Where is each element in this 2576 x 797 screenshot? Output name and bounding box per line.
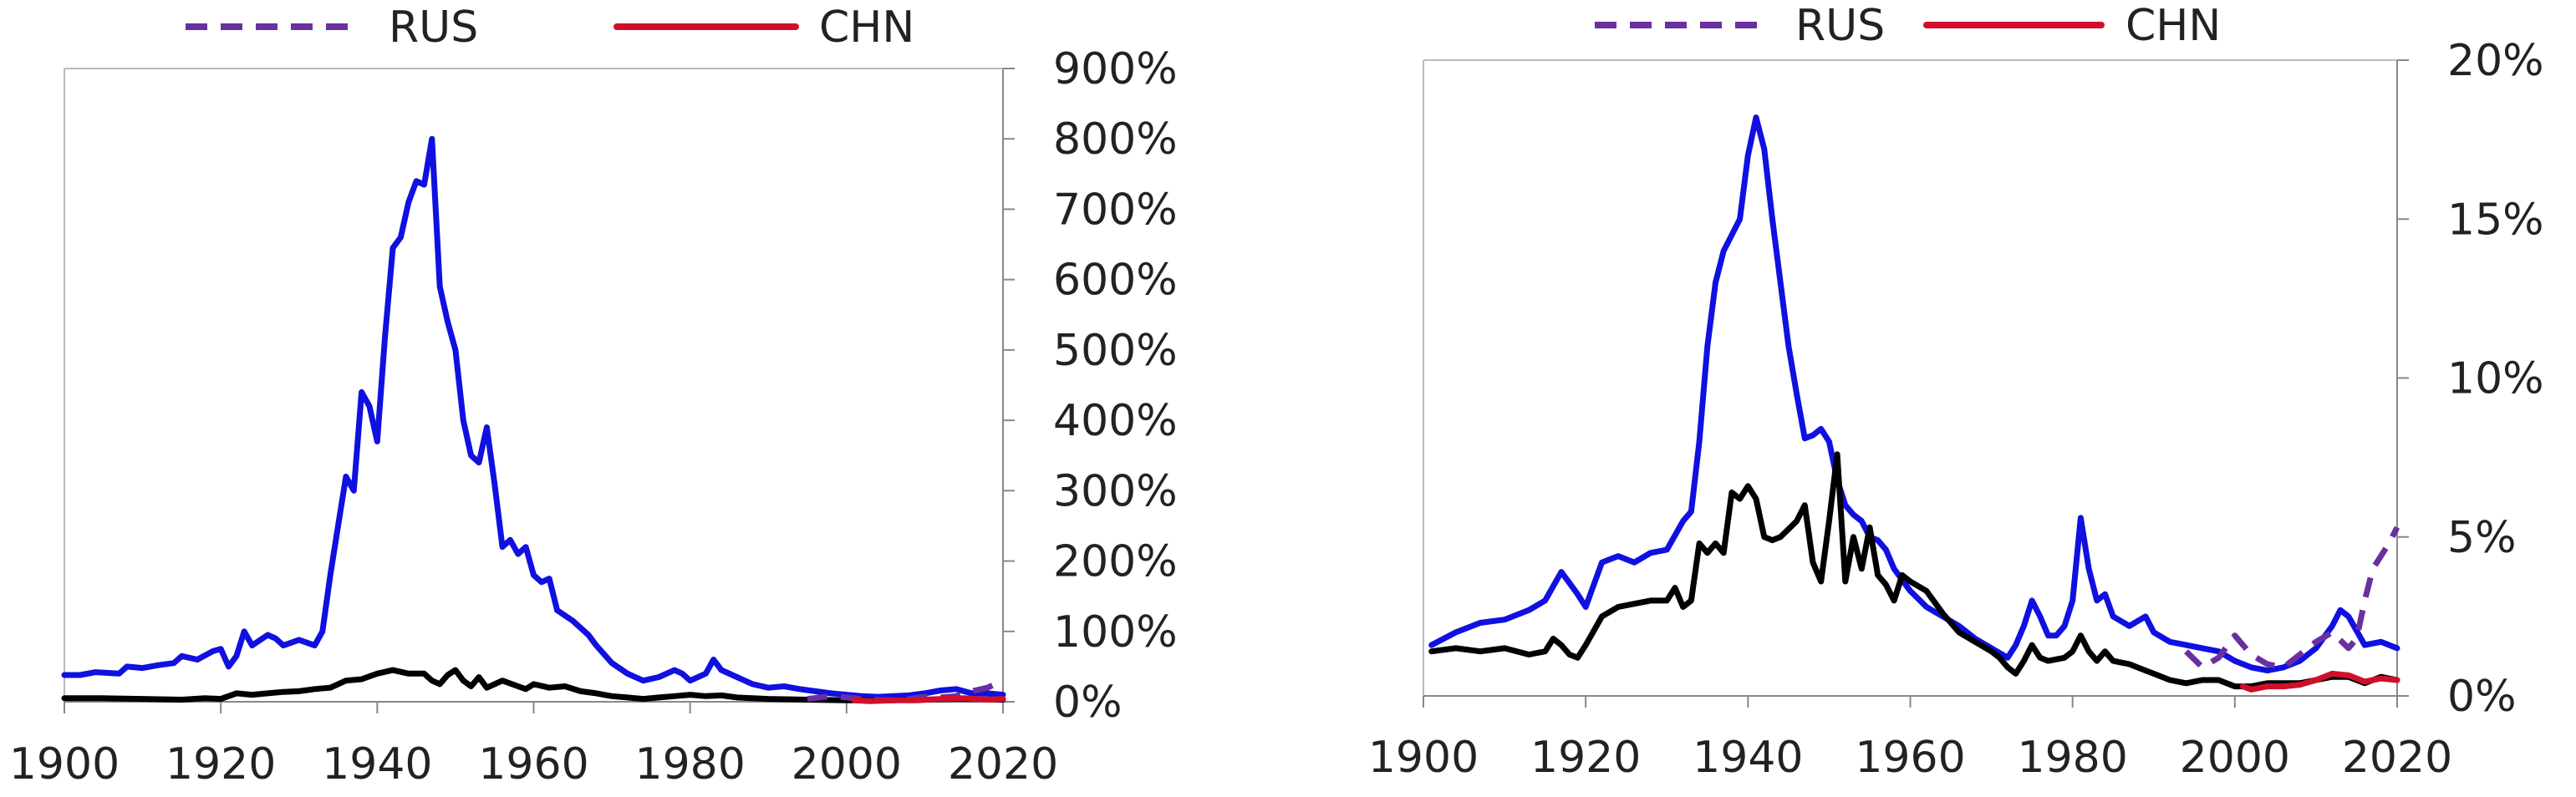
- chart-1-y-tick-label: 0%: [1053, 678, 1123, 728]
- chart-1-x-tick-label: 1940: [322, 739, 432, 789]
- chart-1-y-tick-label: 200%: [1053, 537, 1178, 587]
- chart-2-legend-chn-label: CHN: [2125, 1, 2221, 51]
- chart-1-legend-rus-label: RUS: [389, 3, 478, 53]
- chart-2-x-tick-label: 1900: [1368, 733, 1479, 783]
- chart-1-x-tick-label: 1920: [165, 739, 276, 789]
- chart-2-y-tick-label: 0%: [2447, 672, 2517, 722]
- chart-2-series-rus-line: [2184, 525, 2400, 671]
- chart-1-y-tick-label: 700%: [1053, 185, 1178, 235]
- chart-1-y-tick-label: 100%: [1053, 607, 1178, 657]
- chart-1-x-tick-label: 2000: [792, 739, 902, 789]
- chart-1-y-tick-label: 500%: [1053, 326, 1178, 376]
- chart-2-x-tick-label: 1920: [1530, 733, 1641, 783]
- chart-2-x-tick-label: 1940: [1693, 733, 1803, 783]
- chart-2-x-tick-label: 1960: [1855, 733, 1965, 783]
- chart-1-y-tick-label: 300%: [1053, 466, 1178, 516]
- chart-1-y-tick-label: 400%: [1053, 396, 1178, 446]
- chart-2-series-black-line: [1428, 451, 2400, 690]
- chart-2-y-tick-label: 5%: [2447, 513, 2517, 563]
- chart-1-y-tick-label: 600%: [1053, 256, 1178, 306]
- chart-1-x-tick-label: 1900: [9, 739, 120, 789]
- chart-1-x-tick-label: 2020: [948, 739, 1058, 789]
- chart-2-y-tick-label: 10%: [2447, 354, 2544, 404]
- chart-1-y-tick-label: 900%: [1053, 44, 1178, 94]
- chart-1-series-black-line: [61, 667, 1006, 703]
- chart-1-x-tick-label: 1980: [634, 739, 745, 789]
- chart-2-series-blue-line: [1428, 114, 2400, 674]
- chart-1-x-tick-label: 1960: [478, 739, 588, 789]
- chart-2-legend-rus-label: RUS: [1795, 1, 1885, 51]
- chart-2-x-tick-label: 2000: [2180, 733, 2290, 783]
- chart-1-series-blue-line: [61, 135, 1006, 700]
- chart-1-y-tick-label: 800%: [1053, 114, 1178, 165]
- chart-2-y-tick-label: 15%: [2447, 195, 2544, 245]
- chart-1-legend-chn-label: CHN: [819, 3, 914, 53]
- chart-2-y-tick-label: 20%: [2447, 36, 2544, 86]
- chart-2-x-tick-label: 1980: [2017, 733, 2127, 783]
- chart-2-x-tick-label: 2020: [2342, 733, 2452, 783]
- chart-1-series-chn-line: [851, 695, 1006, 704]
- chart-2-series-chn-line: [2240, 670, 2400, 693]
